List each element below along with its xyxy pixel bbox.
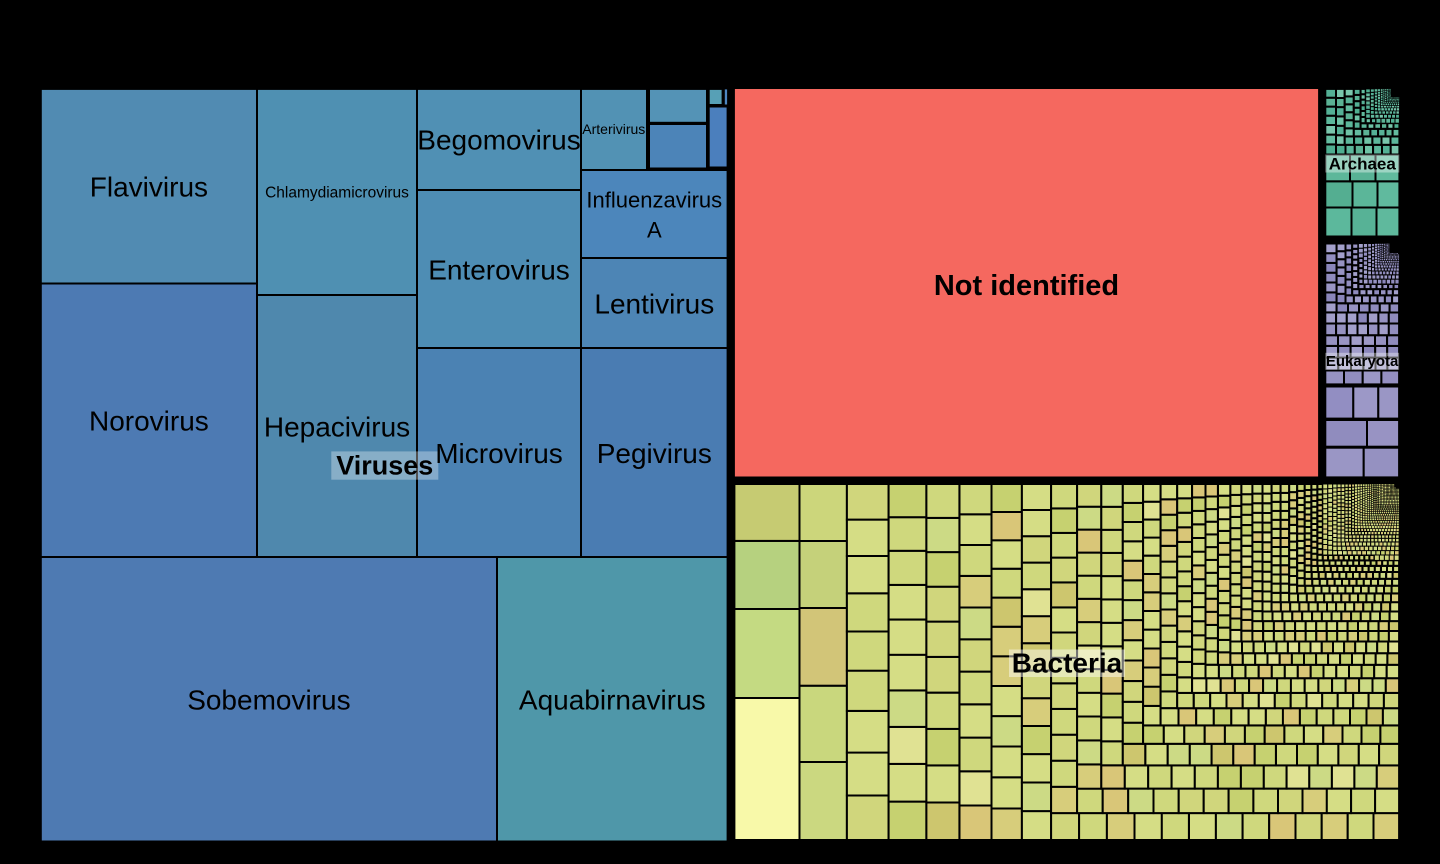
svg-text:Flavivirus: Flavivirus bbox=[90, 172, 208, 203]
svg-text:Begomovirus: Begomovirus bbox=[417, 125, 580, 156]
svg-text:Microvirus: Microvirus bbox=[435, 438, 563, 469]
svg-text:Eukaryota: Eukaryota bbox=[1326, 353, 1399, 370]
svg-text:Sobemovirus: Sobemovirus bbox=[187, 684, 350, 715]
svg-text:Aquabirnavirus: Aquabirnavirus bbox=[519, 684, 706, 715]
svg-text:Chlamydiamicrovirus: Chlamydiamicrovirus bbox=[265, 185, 409, 202]
svg-text:Pegivirus: Pegivirus bbox=[597, 438, 712, 469]
svg-text:Influenzavirus: Influenzavirus bbox=[586, 188, 722, 213]
svg-text:Not identified: Not identified bbox=[934, 270, 1119, 302]
svg-text:Lentivirus: Lentivirus bbox=[594, 288, 714, 319]
svg-text:Arterivirus: Arterivirus bbox=[582, 121, 645, 137]
svg-text:A: A bbox=[647, 218, 662, 243]
svg-text:Archaea: Archaea bbox=[1329, 154, 1397, 173]
svg-text:Viruses: Viruses bbox=[336, 451, 433, 481]
svg-text:Enterovirus: Enterovirus bbox=[428, 254, 570, 285]
svg-text:Hepacivirus: Hepacivirus bbox=[264, 411, 410, 442]
svg-text:Norovirus: Norovirus bbox=[89, 406, 209, 437]
svg-text:Bacteria: Bacteria bbox=[1012, 648, 1123, 679]
